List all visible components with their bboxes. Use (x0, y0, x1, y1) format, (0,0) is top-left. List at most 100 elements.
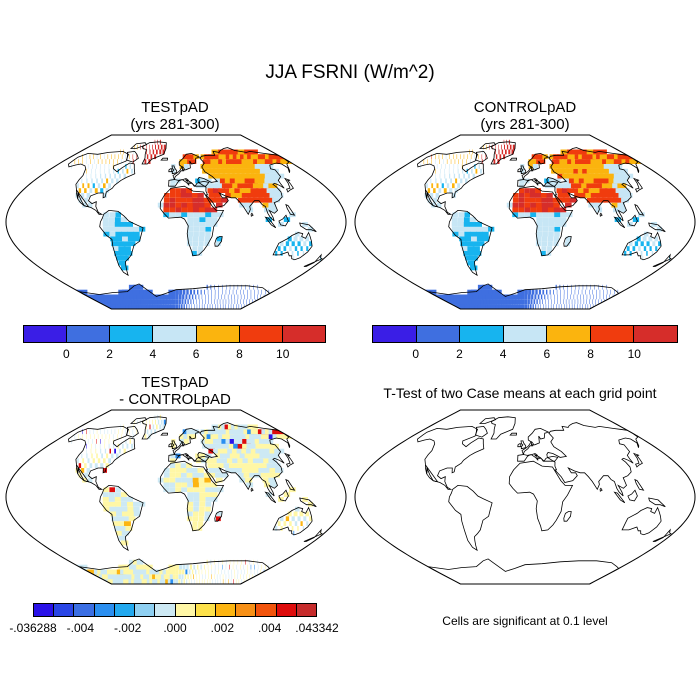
map-grid-cell (233, 443, 242, 449)
map-grid-cell (191, 159, 197, 164)
coastline-sri (599, 212, 603, 217)
map-grid-cell (152, 574, 158, 580)
map-grid-cell (89, 154, 91, 160)
map-grid-cell (271, 188, 281, 193)
map-grid-cell (577, 299, 579, 305)
map-grid-cell (618, 207, 626, 213)
map-grid-cell (427, 188, 431, 193)
map-grid-cell (247, 289, 248, 295)
map-grid-cell (170, 178, 176, 184)
map-grid-cell (172, 289, 176, 295)
map-grid-cell (175, 487, 182, 493)
map-grid-cell (537, 304, 539, 309)
map-grid-cell (93, 154, 94, 160)
map-grid-cell (163, 574, 168, 580)
map-grid-cell (658, 241, 661, 247)
map-grid-cell (167, 579, 172, 584)
map-grid-cell (566, 304, 568, 309)
map-grid-cell (188, 579, 190, 584)
map-grid-cell (175, 564, 179, 570)
map-grid-cell (586, 197, 595, 203)
coastline-born (627, 214, 638, 227)
map-grid-cell (172, 574, 176, 580)
map-grid-cell (448, 168, 450, 174)
coastline-sri (250, 487, 254, 492)
map-grid-cell (266, 472, 275, 478)
map-grid-cell (612, 164, 623, 169)
map-grid-cell (163, 207, 170, 213)
map-grid-cell (558, 197, 565, 203)
map-grid-cell (433, 188, 436, 193)
colorbar-tick-label: .004 (257, 621, 282, 635)
map-grid-cell (302, 526, 305, 531)
map-grid-cell (232, 458, 240, 464)
map-grid-cell (513, 193, 519, 198)
map-grid-cell (609, 294, 610, 300)
map-grid-cell (300, 246, 303, 251)
map-grid-cell (211, 183, 219, 189)
map-grid-cell (193, 487, 200, 493)
map-grid-cell (439, 159, 440, 164)
map-grid-cell (193, 217, 200, 222)
map-grid-cell (211, 443, 218, 449)
map-grid-cell (474, 154, 475, 160)
map-grid-cell (297, 251, 299, 256)
map-grid-cell (149, 424, 151, 430)
map-grid-cell (542, 207, 549, 213)
map-grid-cell (231, 574, 233, 580)
map-grid-cell (109, 212, 115, 218)
map-grid-cell (527, 299, 530, 305)
map-grid-cell (108, 168, 110, 174)
map-grid-cell (649, 246, 652, 251)
map-grid-cell (470, 226, 477, 232)
map-grid-cell (501, 149, 504, 155)
map-grid-cell (238, 304, 240, 309)
map-grid-cell (173, 304, 176, 309)
map-grid-cell (213, 164, 220, 169)
coastline-jap (283, 177, 294, 193)
map-grid-cell (117, 516, 125, 522)
map-grid-cell (463, 226, 471, 232)
map-grid-cell (122, 516, 130, 522)
map-grid-cell (211, 294, 212, 300)
map-grid-cell (560, 183, 568, 189)
map-grid-cell (159, 304, 165, 309)
map-grid-cell (239, 178, 248, 184)
map-grid-cell (275, 251, 278, 256)
map-grid-cell (236, 468, 244, 473)
map-grid-cell (105, 463, 109, 468)
map-grid-cell (224, 453, 233, 459)
map-grid-cell (566, 212, 573, 218)
map-grid-cell (139, 501, 146, 507)
map-grid-cell (182, 154, 188, 160)
map-grid-cell (122, 511, 129, 517)
coastline-mexico (76, 464, 90, 482)
map-grid-cell (581, 289, 583, 295)
map-grid-cell (208, 294, 209, 300)
map-grid-cell (200, 154, 207, 160)
map-grid-cell (541, 202, 548, 208)
map-grid-cell (259, 453, 269, 459)
map-grid-cell (201, 304, 203, 309)
coastline-aus (272, 231, 313, 261)
map-grid-cell (555, 159, 563, 164)
map-grid-cell (446, 159, 448, 164)
coastline-ire (168, 168, 173, 173)
control-panel-title: CONTROLpAD (yrs 281-300) (375, 99, 675, 133)
map-grid-cell (604, 197, 612, 203)
map-grid-cell (164, 468, 170, 473)
map-grid-cell (162, 579, 167, 584)
map-grid-cell (152, 299, 158, 305)
map-grid-cell (459, 236, 467, 242)
map-grid-cell (105, 434, 107, 439)
map-grid-cell (249, 284, 250, 290)
coastline-asia (546, 147, 640, 222)
map-grid-cell (275, 193, 284, 198)
map-grid-cell (236, 173, 245, 179)
colorbar-swatch (460, 326, 504, 342)
map-grid-cell (204, 477, 211, 483)
map-grid-cell (220, 197, 228, 203)
coastline-nam (417, 425, 485, 490)
map-grid-cell (126, 497, 133, 502)
map-grid-cell (554, 294, 555, 300)
